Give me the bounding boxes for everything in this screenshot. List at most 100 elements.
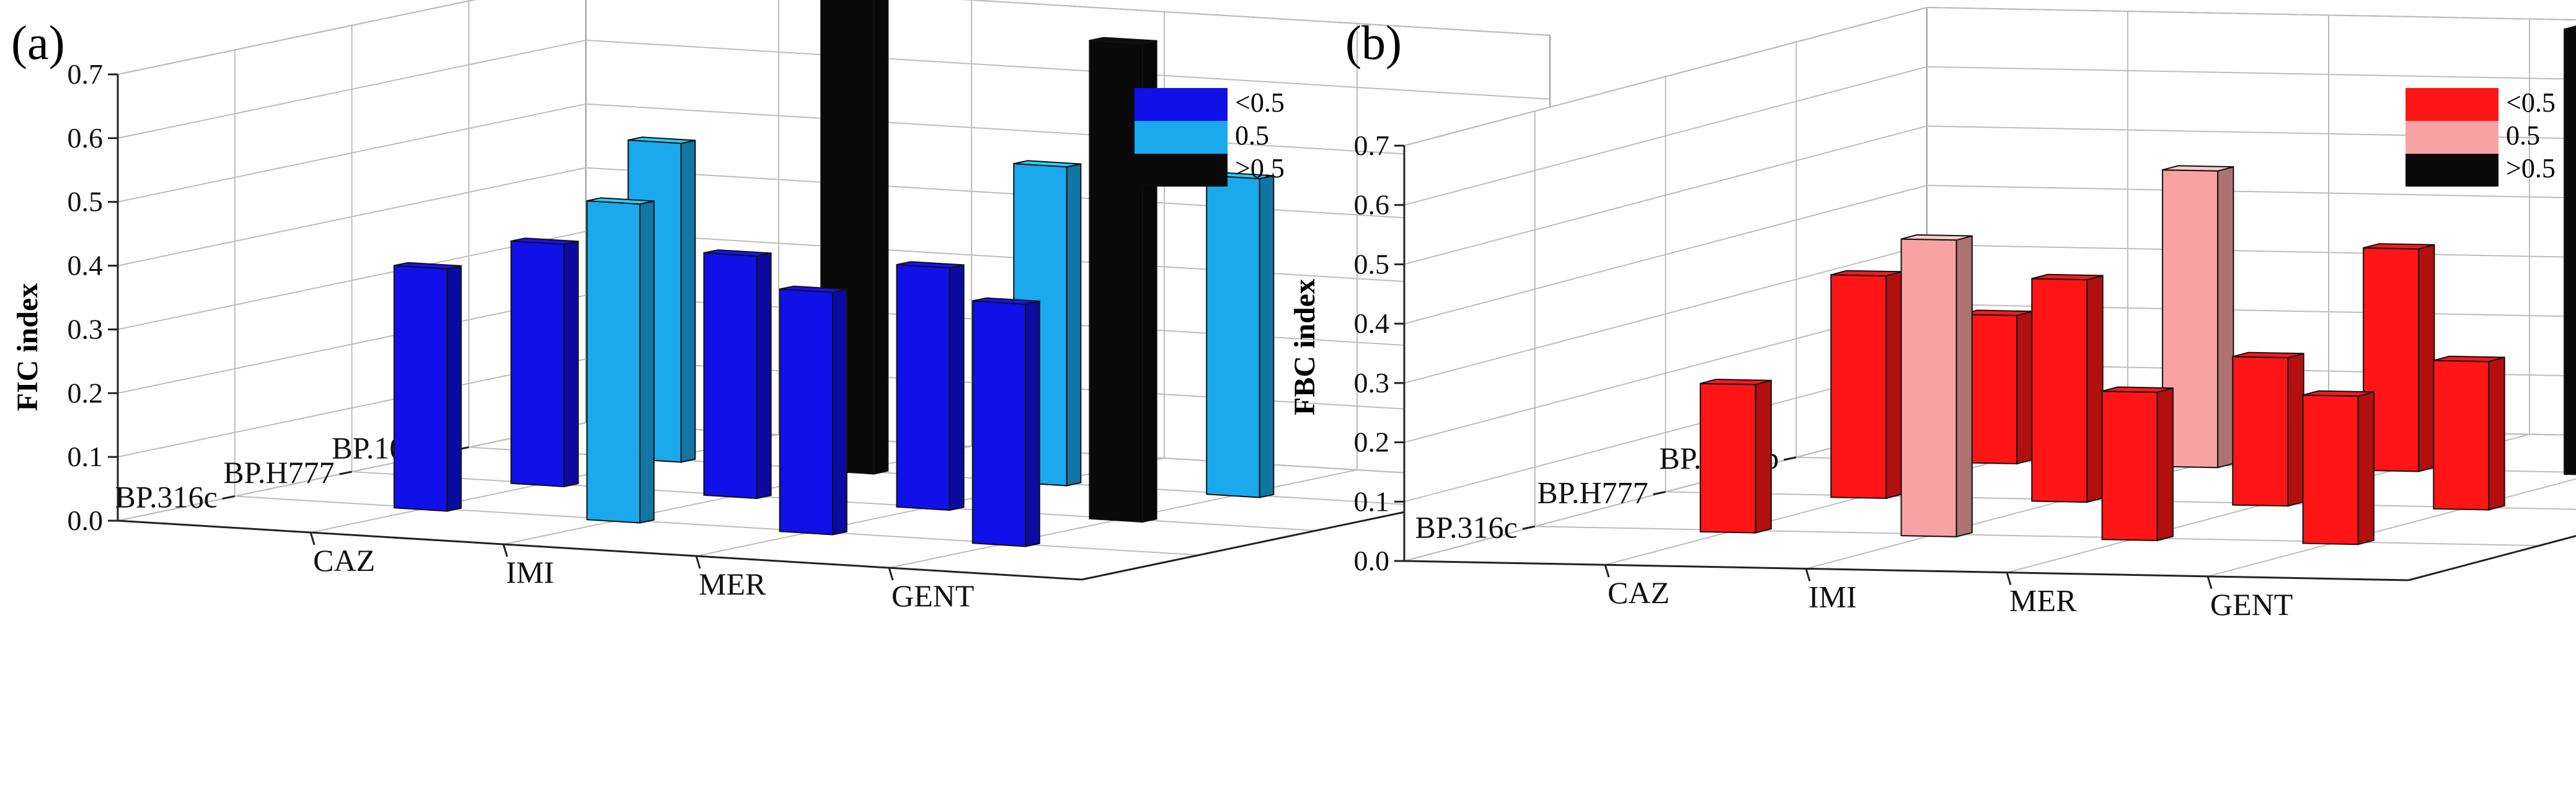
bar-side-face (639, 200, 655, 524)
bar-BP.316c-GENT (2302, 390, 2375, 545)
bar-side-face (949, 264, 965, 511)
bar-side-face (2287, 353, 2304, 507)
bar-BP.1026b-IMI (2162, 165, 2234, 469)
bar-top-face (2564, 25, 2576, 30)
bar-front-face (393, 265, 448, 512)
legend-swatch (1135, 154, 1228, 187)
panel-label: (a) (11, 15, 65, 69)
bar-top-face (779, 285, 848, 293)
bar-top-face (1700, 378, 1772, 386)
y-tick-label: 0.5 (68, 186, 104, 218)
bar-BP.H777-GENT (2433, 355, 2505, 511)
y-tick-label: 0.3 (1354, 367, 1390, 399)
panel-label: (b) (1345, 15, 1402, 69)
y-tick-label: 0.1 (68, 441, 104, 472)
bar-BP.H777-MER (896, 261, 965, 511)
bar-front-face (1900, 238, 1957, 537)
antibiotic-tick-mark (1604, 564, 1610, 578)
bar-top-face (2032, 273, 2103, 281)
antibiotic-tick-mark (888, 567, 894, 581)
bar-top-face (2162, 165, 2234, 172)
bar-top-face (511, 237, 578, 245)
legend-swatch (2406, 88, 2499, 121)
bar-BP.H777-CAZ (1830, 270, 1903, 500)
gridline-horizontal (117, 39, 1551, 139)
bar-BP.1026b-GENT (1206, 172, 1275, 498)
antibiotic-label: IMI (1808, 579, 1857, 614)
legend-label: <0.5 (1235, 87, 1285, 118)
y-tick-label: 0.6 (68, 122, 104, 154)
y-tick-label: 0.5 (1354, 248, 1390, 280)
antibiotic-tick-mark (2006, 572, 2012, 586)
bar-top-face (2433, 355, 2505, 363)
legend-swatch (2406, 154, 2499, 187)
antibiotic-label: GENT (2210, 587, 2293, 622)
antibiotic-axis-line (117, 519, 1082, 581)
antibiotic-tick-mark (1805, 568, 1811, 581)
gridline-horizontal (1404, 6, 2576, 146)
bar-side-face (1755, 379, 1772, 534)
bar-BP.1026b-MER (2363, 243, 2435, 472)
y-axis-title: FIC index (11, 283, 44, 412)
bar-side-face (756, 252, 772, 500)
bar-top-face (2233, 351, 2304, 359)
antibiotic-tick-mark (309, 532, 316, 545)
floor-edge-line (2408, 535, 2576, 581)
strain-tick-mark (339, 470, 352, 475)
bar-front-face (703, 252, 758, 500)
bar-side-face (563, 241, 579, 488)
bar-front-face (2031, 278, 2088, 503)
bar-BP.316c-GENT (972, 297, 1040, 547)
bar-top-face (394, 262, 462, 270)
bar-side-face (2156, 387, 2174, 542)
y-tick-label: 0.4 (68, 250, 104, 281)
strain-tick-mark (1783, 456, 1797, 461)
y-axis-title: FBC index (1288, 279, 1321, 415)
y-tick-label: 0.4 (1354, 307, 1390, 339)
antibiotic-axis-line (1404, 560, 2409, 581)
bar-top-face (704, 249, 771, 257)
bar-top-face (1831, 270, 1902, 277)
bar-side-face (2357, 391, 2375, 545)
bar-front-face (586, 200, 641, 524)
bar-top-face (2303, 390, 2375, 397)
bar-BP.1026b-CAZ (1961, 309, 2034, 465)
bar-side-face (680, 139, 696, 463)
bar-front-face (896, 263, 950, 511)
bar-BP.H777-IMI (703, 249, 772, 500)
bar-front-face (1830, 274, 1887, 499)
bar-BP.H777-CAZ (510, 237, 579, 488)
bar-side-face (2217, 166, 2234, 469)
bar-front-face (1699, 382, 1756, 534)
bar-side-face (873, 0, 889, 475)
strain-label: BP.316c (1415, 510, 1517, 544)
floor-gridline (1534, 526, 2539, 547)
legend-swatch (2406, 121, 2499, 154)
bar-side-face (1025, 300, 1040, 547)
bar-top-face (896, 261, 964, 269)
legend-swatch (1135, 121, 1228, 154)
bar-BP.316c-IMI (586, 197, 655, 524)
bar-front-face (2433, 360, 2490, 511)
antibiotic-tick-mark (502, 544, 508, 557)
gridline-horizontal (1404, 66, 2576, 206)
floor-gridline (234, 495, 1199, 556)
antibiotic-label: CAZ (1608, 575, 1670, 610)
antibiotic-tick-mark (2206, 576, 2213, 590)
bar-top-face (2363, 243, 2435, 250)
bar-side-face (2418, 244, 2435, 472)
y-tick-label: 0.7 (1354, 130, 1390, 161)
legend: <0.50.5>0.5 (1135, 87, 1285, 187)
strain-tick-mark (222, 495, 236, 500)
y-tick-label: 0.0 (68, 505, 104, 536)
bar-BP.1026b-GENT (2564, 25, 2576, 475)
bar-top-face (2102, 386, 2174, 393)
y-tick-label: 0.7 (68, 58, 104, 90)
strain-label: BP.316c (115, 480, 217, 514)
bar-front-face (2302, 394, 2359, 545)
antibiotic-label: MER (2009, 583, 2077, 618)
y-tick-label: 0.0 (1354, 545, 1390, 576)
legend-label: 0.5 (1235, 120, 1269, 151)
antibiotic-tick-mark (695, 555, 701, 569)
